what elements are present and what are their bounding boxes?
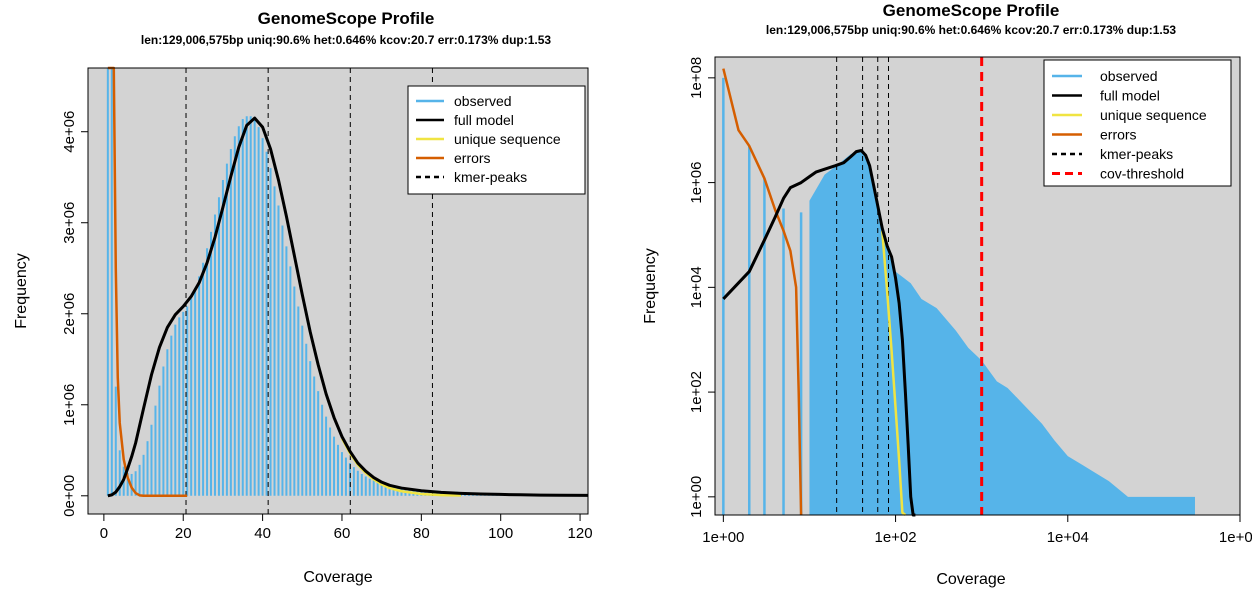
y-tick-label: 1e+02	[688, 371, 705, 413]
left-x-axis: 0 20 40 60 80 100 120	[100, 514, 593, 542]
unique-sequence-curve	[880, 230, 907, 516]
x-tick-label: 100	[488, 525, 513, 542]
x-tick-label: 60	[334, 525, 351, 542]
x-tick-label: 120	[568, 525, 593, 542]
right-chart-title: GenomeScope Profile	[883, 1, 1060, 20]
left-plot-border	[87, 67, 589, 515]
right-x-axis: 1e+00 1e+02 1e+04 1e+06	[702, 515, 1252, 546]
right-genomescope-chart: GenomeScope Profile len:129,006,575bp un…	[642, 1, 1252, 588]
right-model-curves	[722, 68, 916, 517]
legend-label: unique sequence	[454, 131, 561, 147]
legend-label: observed	[1100, 68, 1158, 84]
left-chart-subtitle: len:129,006,575bp uniq:90.6% het:0.646% …	[141, 33, 552, 47]
legend-label: full model	[454, 112, 514, 128]
legend-label: cov-threshold	[1100, 166, 1184, 182]
left-observed-bars	[106, 68, 589, 496]
y-tick-label: 3e+06	[61, 202, 78, 244]
right-y-axis-label: Frequency	[642, 248, 659, 324]
left-model-curves	[107, 66, 589, 498]
right-kmer-peak-lines	[836, 57, 984, 515]
full-model-curve	[107, 116, 589, 498]
right-legend: observed full model unique sequence errors k…	[1043, 59, 1232, 187]
x-tick-label: 1e+02	[874, 529, 916, 546]
y-tick-label: 2e+06	[61, 293, 78, 335]
legend-label: kmer-peaks	[454, 169, 527, 185]
legend-label: errors	[454, 150, 491, 166]
left-y-axis: 0e+00 1e+06 2e+06 3e+06 4e+06	[61, 111, 88, 517]
x-tick-label: 1e+00	[702, 529, 744, 546]
x-tick-label: 0	[100, 525, 108, 542]
full-model-curve	[722, 148, 916, 517]
right-x-axis-label: Coverage	[936, 571, 1005, 588]
x-tick-label: 80	[413, 525, 430, 542]
x-tick-label: 40	[254, 525, 271, 542]
right-y-axis: 1e+00 1e+02 1e+04 1e+06 1e+08	[688, 57, 715, 518]
legend-label: full model	[1100, 88, 1160, 104]
left-y-axis-label: Frequency	[13, 253, 30, 329]
y-tick-label: 1e+06	[61, 384, 78, 426]
legend-label: observed	[454, 93, 512, 109]
y-tick-label: 1e+00	[688, 476, 705, 518]
x-tick-label: 20	[175, 525, 192, 542]
left-chart-title: GenomeScope Profile	[258, 9, 435, 28]
left-legend: observed full model unique sequence errors k…	[407, 85, 586, 195]
y-tick-label: 1e+06	[688, 162, 705, 204]
right-chart-subtitle: len:129,006,575bp uniq:90.6% het:0.646% …	[766, 23, 1177, 37]
errors-curve	[722, 68, 803, 516]
y-tick-label: 4e+06	[61, 111, 78, 153]
x-tick-label: 1e+06	[1219, 529, 1252, 546]
y-tick-label: 0e+00	[61, 475, 78, 517]
left-genomescope-chart: GenomeScope Profile len:129,006,575bp un…	[13, 9, 593, 586]
right-plot-border	[714, 56, 1241, 516]
legend-label: kmer-peaks	[1100, 146, 1173, 162]
y-tick-label: 1e+08	[688, 57, 705, 99]
errors-curve	[107, 66, 188, 498]
legend-box	[1043, 59, 1232, 187]
legend-label: unique sequence	[1100, 107, 1207, 123]
legend-label: errors	[1100, 127, 1137, 143]
x-tick-label: 1e+04	[1047, 529, 1089, 546]
left-x-axis-label: Coverage	[303, 569, 372, 586]
y-tick-label: 1e+04	[688, 266, 705, 308]
